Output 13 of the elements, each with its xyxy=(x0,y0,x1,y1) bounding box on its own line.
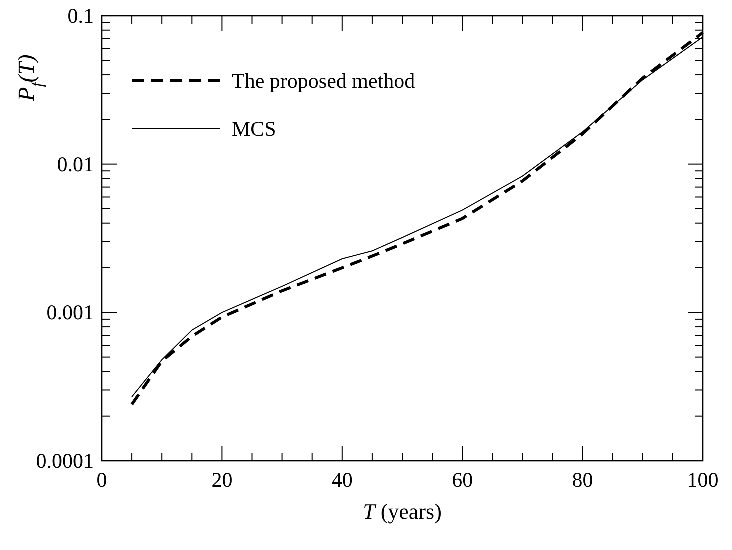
x-tick-label: 20 xyxy=(212,468,233,492)
legend-label: The proposed method xyxy=(232,69,416,93)
y-tick-label: 0.01 xyxy=(57,152,94,176)
legend-label: MCS xyxy=(232,117,276,141)
y-tick-label: 0.1 xyxy=(68,4,94,28)
y-tick-label: 0.0001 xyxy=(36,449,94,473)
x-axis-title: T (years) xyxy=(363,499,442,524)
x-tick-label: 40 xyxy=(332,468,353,492)
y-tick-label: 0.001 xyxy=(46,300,94,325)
x-tick-label: 60 xyxy=(452,468,474,492)
x-tick-label: 80 xyxy=(572,468,594,492)
x-tick-label: 100 xyxy=(687,468,719,492)
x-tick-label: 0 xyxy=(96,468,108,492)
